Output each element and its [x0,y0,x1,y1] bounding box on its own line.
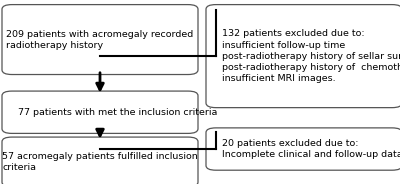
Text: 20 patients excluded due to:
Incomplete clinical and follow-up data.: 20 patients excluded due to: Incomplete … [222,139,400,159]
FancyBboxPatch shape [2,91,198,133]
Text: 209 patients with acromegaly recorded
radiotherapy history: 209 patients with acromegaly recorded ra… [6,29,194,50]
Text: 77 patients with met the inclusion criteria: 77 patients with met the inclusion crite… [18,108,217,117]
FancyBboxPatch shape [206,128,400,170]
FancyBboxPatch shape [2,137,198,184]
FancyBboxPatch shape [2,5,198,75]
Text: 57 acromegaly patients fulfilled inclusion
criteria: 57 acromegaly patients fulfilled inclusi… [2,152,198,172]
Text: 132 patients excluded due to:
insufficient follow-up time
post-radiotherapy hist: 132 patients excluded due to: insufficie… [222,29,400,83]
FancyBboxPatch shape [206,5,400,108]
